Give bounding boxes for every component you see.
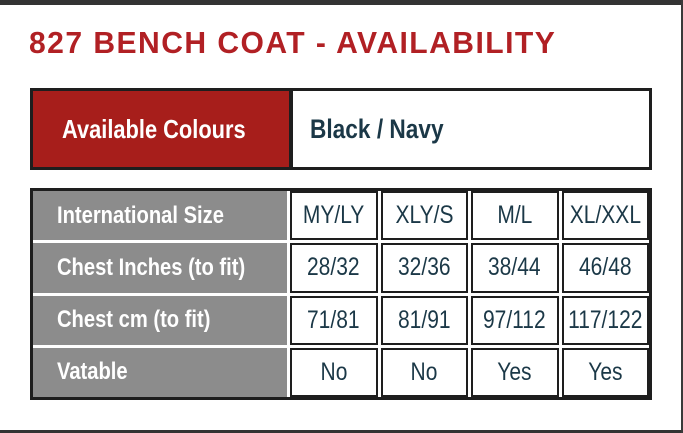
row-label-vatable: Vatable — [33, 347, 287, 397]
size-cell-text: 28/32 — [307, 253, 361, 282]
size-cell-text: No — [320, 357, 348, 386]
colours-label-text: Available Colours — [62, 113, 246, 144]
size-cell: XLY/S — [380, 191, 468, 241]
size-cell-text: 81/91 — [397, 305, 451, 334]
size-cell: MY/LY — [290, 191, 378, 241]
size-table: International Size MY/LY XLY/S M/L XL/XX… — [30, 188, 652, 400]
size-cell: 117/122 — [561, 295, 649, 345]
size-cell-text: No — [410, 357, 438, 386]
size-cell: 32/36 — [380, 243, 468, 293]
colours-value-text: Black / Navy — [310, 113, 444, 144]
size-cell-text: 46/48 — [578, 253, 632, 282]
row-label-international-size: International Size — [33, 191, 287, 241]
row-label-text: Chest cm (to fit) — [57, 306, 211, 334]
size-cell: M/L — [471, 191, 559, 241]
size-cell: 81/91 — [380, 295, 468, 345]
row-label-text: Chest Inches (to fit) — [57, 253, 246, 281]
size-cell: 28/32 — [290, 243, 378, 293]
size-cell: No — [380, 347, 468, 397]
size-cell-text: MY/LY — [303, 201, 365, 230]
size-cell-text: XLY/S — [395, 201, 454, 230]
colours-label-cell: Available Colours — [33, 91, 293, 167]
size-cell: 97/112 — [471, 295, 559, 345]
page-title: 827 BENCH COAT - AVAILABILITY — [29, 25, 557, 60]
size-cell-text: Yes — [497, 357, 532, 386]
row-label-chest-cm: Chest cm (to fit) — [33, 295, 287, 345]
size-cell: Yes — [561, 347, 649, 397]
size-cell: No — [290, 347, 378, 397]
size-cell-text: Yes — [588, 357, 623, 386]
colours-table: Available Colours Black / Navy — [30, 88, 652, 170]
row-label-text: International Size — [57, 201, 224, 229]
colours-value-cell: Black / Navy — [293, 91, 649, 167]
bottom-frame-line — [0, 430, 683, 433]
right-frame-line — [681, 0, 683, 433]
row-label-text: Vatable — [57, 358, 128, 386]
size-cell: 46/48 — [561, 243, 649, 293]
size-cell: XL/XXL — [561, 191, 649, 241]
size-cell-text: M/L — [497, 201, 533, 230]
size-cell-text: 97/112 — [483, 305, 547, 334]
top-frame-bar — [0, 0, 683, 5]
size-cell: 71/81 — [290, 295, 378, 345]
row-label-chest-inches: Chest Inches (to fit) — [33, 243, 287, 293]
size-cell: Yes — [471, 347, 559, 397]
size-cell-text: 117/122 — [568, 305, 643, 334]
size-cell: 38/44 — [471, 243, 559, 293]
size-cell-text: 38/44 — [488, 253, 542, 282]
size-cell-text: 32/36 — [397, 253, 451, 282]
size-cell-text: XL/XXL — [569, 201, 641, 230]
size-cell-text: 71/81 — [307, 305, 361, 334]
